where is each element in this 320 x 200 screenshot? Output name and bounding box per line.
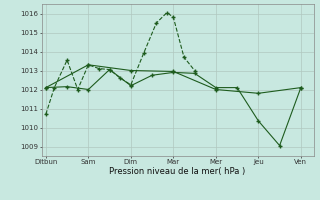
X-axis label: Pression niveau de la mer( hPa ): Pression niveau de la mer( hPa ) — [109, 167, 246, 176]
